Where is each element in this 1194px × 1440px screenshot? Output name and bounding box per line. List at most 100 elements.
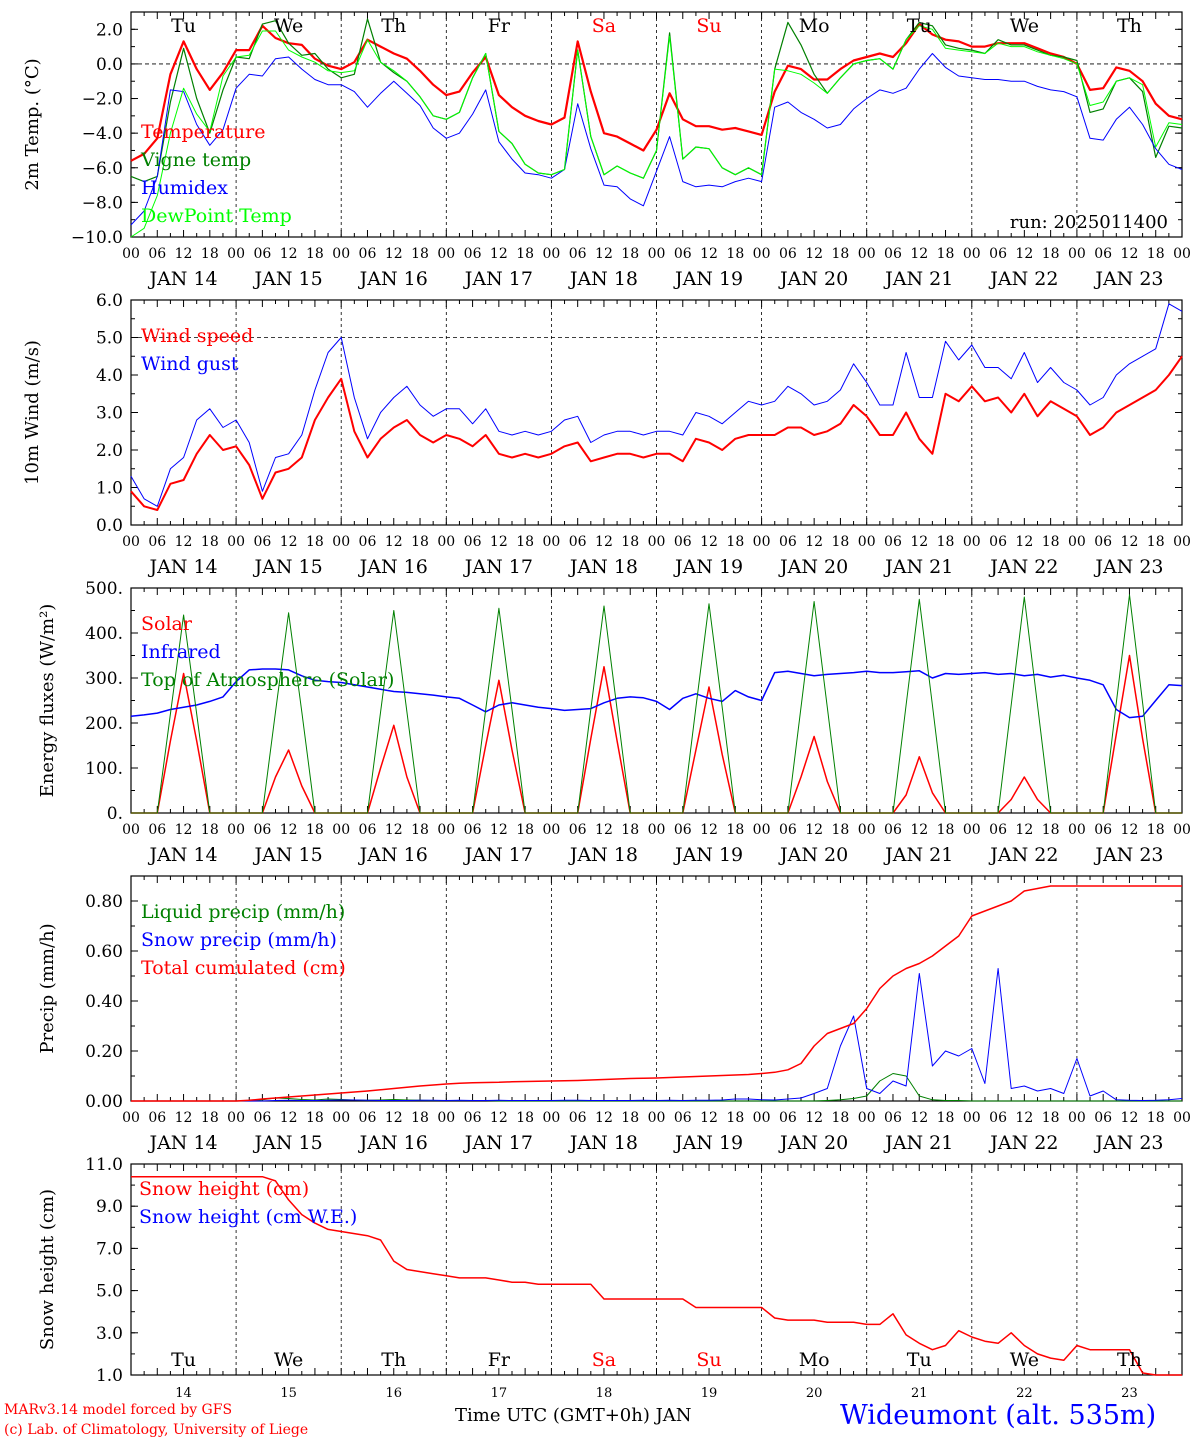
date-label: JAN 23 bbox=[1093, 844, 1163, 866]
y-tick-label: 0.0 bbox=[96, 55, 123, 75]
date-label: JAN 17 bbox=[463, 556, 533, 578]
panel-4: 0.80 0.60 0.40 0.20 0.00 Precip (mm/h) Liquid … bbox=[37, 875, 1191, 1154]
hour-tick-label: 00 bbox=[753, 534, 771, 550]
hour-tick-label: 12 bbox=[175, 534, 193, 550]
hour-tick-label: 18 bbox=[937, 534, 955, 550]
hour-tick-label: 12 bbox=[1121, 1110, 1139, 1126]
y-tick-label: 1.0 bbox=[96, 1366, 123, 1386]
day-number-label: 15 bbox=[280, 1386, 297, 1401]
y-tick-label: 4.0 bbox=[96, 366, 123, 386]
y-axis-label: 2m Temp. (°C) bbox=[22, 58, 43, 190]
hour-tick-label: 18 bbox=[411, 1110, 429, 1126]
hour-tick-label: 06 bbox=[253, 534, 271, 550]
day-number-label: 16 bbox=[385, 1386, 402, 1401]
weekday-label: We bbox=[274, 15, 303, 37]
series-dewpoint-temp bbox=[130, 25, 1183, 238]
day-number-label: 21 bbox=[911, 1386, 928, 1401]
date-label: JAN 14 bbox=[147, 268, 217, 290]
date-label: JAN 15 bbox=[253, 1132, 323, 1154]
weekday-label: Th bbox=[381, 15, 406, 37]
panel-5: 11.0 9.0 7.0 5.0 3.0 1.0 Snow height (cm) Snow … bbox=[37, 1155, 1183, 1401]
hour-tick-label: 18 bbox=[937, 246, 955, 262]
hour-tick-label: 00 bbox=[437, 534, 455, 550]
hour-tick-label: 18 bbox=[1147, 822, 1165, 838]
hour-tick-label: 12 bbox=[910, 1110, 928, 1126]
hour-tick-label: 18 bbox=[1147, 246, 1165, 262]
day-number-label: 17 bbox=[491, 1386, 508, 1401]
hour-tick-label: 06 bbox=[569, 246, 587, 262]
y-tick-label: 400. bbox=[85, 624, 123, 644]
weekday-label: Su bbox=[696, 1349, 721, 1371]
date-label: JAN 19 bbox=[673, 844, 743, 866]
hour-tick-label: 06 bbox=[1094, 534, 1112, 550]
y-tick-label: −4.0 bbox=[82, 124, 123, 144]
hour-tick-label: 18 bbox=[937, 822, 955, 838]
hour-tick-label: 12 bbox=[175, 1110, 193, 1126]
hour-tick-label: 06 bbox=[148, 1110, 166, 1126]
hour-tick-label: 06 bbox=[1094, 246, 1112, 262]
hour-tick-label: 06 bbox=[359, 534, 377, 550]
hour-tick-label: 00 bbox=[332, 1110, 350, 1126]
weekday-label: Sa bbox=[592, 1349, 616, 1371]
hour-tick-label: 18 bbox=[516, 1110, 534, 1126]
hour-tick-label: 18 bbox=[201, 246, 219, 262]
hour-tick-label: 06 bbox=[674, 246, 692, 262]
day-number-label: 14 bbox=[175, 1386, 192, 1401]
hour-tick-label: 06 bbox=[253, 1110, 271, 1126]
legend-entry: Solar bbox=[141, 613, 193, 635]
hour-tick-label: 06 bbox=[989, 822, 1007, 838]
hour-tick-label: 00 bbox=[648, 1110, 666, 1126]
y-tick-label: 0.60 bbox=[85, 942, 123, 962]
hour-tick-label: 00 bbox=[332, 534, 350, 550]
hour-tick-label: 18 bbox=[1042, 246, 1060, 262]
plot-frame bbox=[130, 299, 1183, 526]
legend-entry: Snow height (cm W.E.) bbox=[139, 1206, 357, 1228]
hour-tick-label: 06 bbox=[884, 534, 902, 550]
y-axis-label: 10m Wind (m/s) bbox=[22, 340, 43, 485]
date-label: JAN 19 bbox=[673, 556, 743, 578]
hour-tick-label: 00 bbox=[542, 246, 560, 262]
date-label: JAN 17 bbox=[463, 844, 533, 866]
hour-tick-label: 12 bbox=[595, 1110, 613, 1126]
hour-tick-label: 00 bbox=[332, 246, 350, 262]
legend-entry: Wind speed bbox=[141, 325, 253, 347]
date-label: JAN 19 bbox=[673, 1132, 743, 1154]
y-axis-label: Energy fluxes (W/m²) bbox=[37, 604, 58, 798]
hour-tick-label: 18 bbox=[726, 1110, 744, 1126]
hour-tick-label: 18 bbox=[411, 246, 429, 262]
y-tick-label: 100. bbox=[85, 759, 123, 779]
hour-tick-label: 06 bbox=[989, 534, 1007, 550]
legend-entry: Infrared bbox=[141, 641, 221, 663]
hour-tick-label: 06 bbox=[569, 1110, 587, 1126]
hour-tick-label: 00 bbox=[648, 246, 666, 262]
hour-tick-label: 12 bbox=[1015, 246, 1033, 262]
date-label: JAN 18 bbox=[568, 1132, 638, 1154]
date-label: JAN 21 bbox=[883, 1132, 953, 1154]
weekday-label: Tu bbox=[907, 15, 932, 37]
hour-tick-label: 06 bbox=[359, 822, 377, 838]
hour-tick-label: 18 bbox=[201, 822, 219, 838]
run-annotation: run: 2025011400 bbox=[1010, 212, 1168, 233]
hour-tick-label: 06 bbox=[253, 822, 271, 838]
day-number-label: 22 bbox=[1016, 1386, 1033, 1401]
y-tick-label: 2.0 bbox=[96, 20, 123, 40]
date-label: JAN 16 bbox=[358, 1132, 428, 1154]
hour-tick-label: 00 bbox=[437, 822, 455, 838]
legend-entry: Snow precip (mm/h) bbox=[141, 929, 337, 951]
hour-tick-label: 12 bbox=[280, 1110, 298, 1126]
hour-tick-label: 06 bbox=[148, 534, 166, 550]
x-axis-label: Time UTC (GMT+0h) JAN bbox=[455, 1405, 692, 1426]
hour-tick-label: 00 bbox=[227, 822, 245, 838]
hour-tick-label: 00 bbox=[963, 822, 981, 838]
hour-tick-label: 06 bbox=[148, 822, 166, 838]
hour-tick-label: 12 bbox=[1121, 246, 1139, 262]
date-label: JAN 22 bbox=[988, 556, 1058, 578]
hour-tick-label: 00 bbox=[648, 534, 666, 550]
hour-tick-label: 18 bbox=[726, 246, 744, 262]
hour-tick-label: 00 bbox=[648, 822, 666, 838]
hour-tick-label: 06 bbox=[464, 246, 482, 262]
date-label: JAN 23 bbox=[1093, 268, 1163, 290]
hour-tick-label: 12 bbox=[490, 534, 508, 550]
hour-tick-label: 00 bbox=[332, 822, 350, 838]
series-humidex bbox=[130, 53, 1183, 226]
